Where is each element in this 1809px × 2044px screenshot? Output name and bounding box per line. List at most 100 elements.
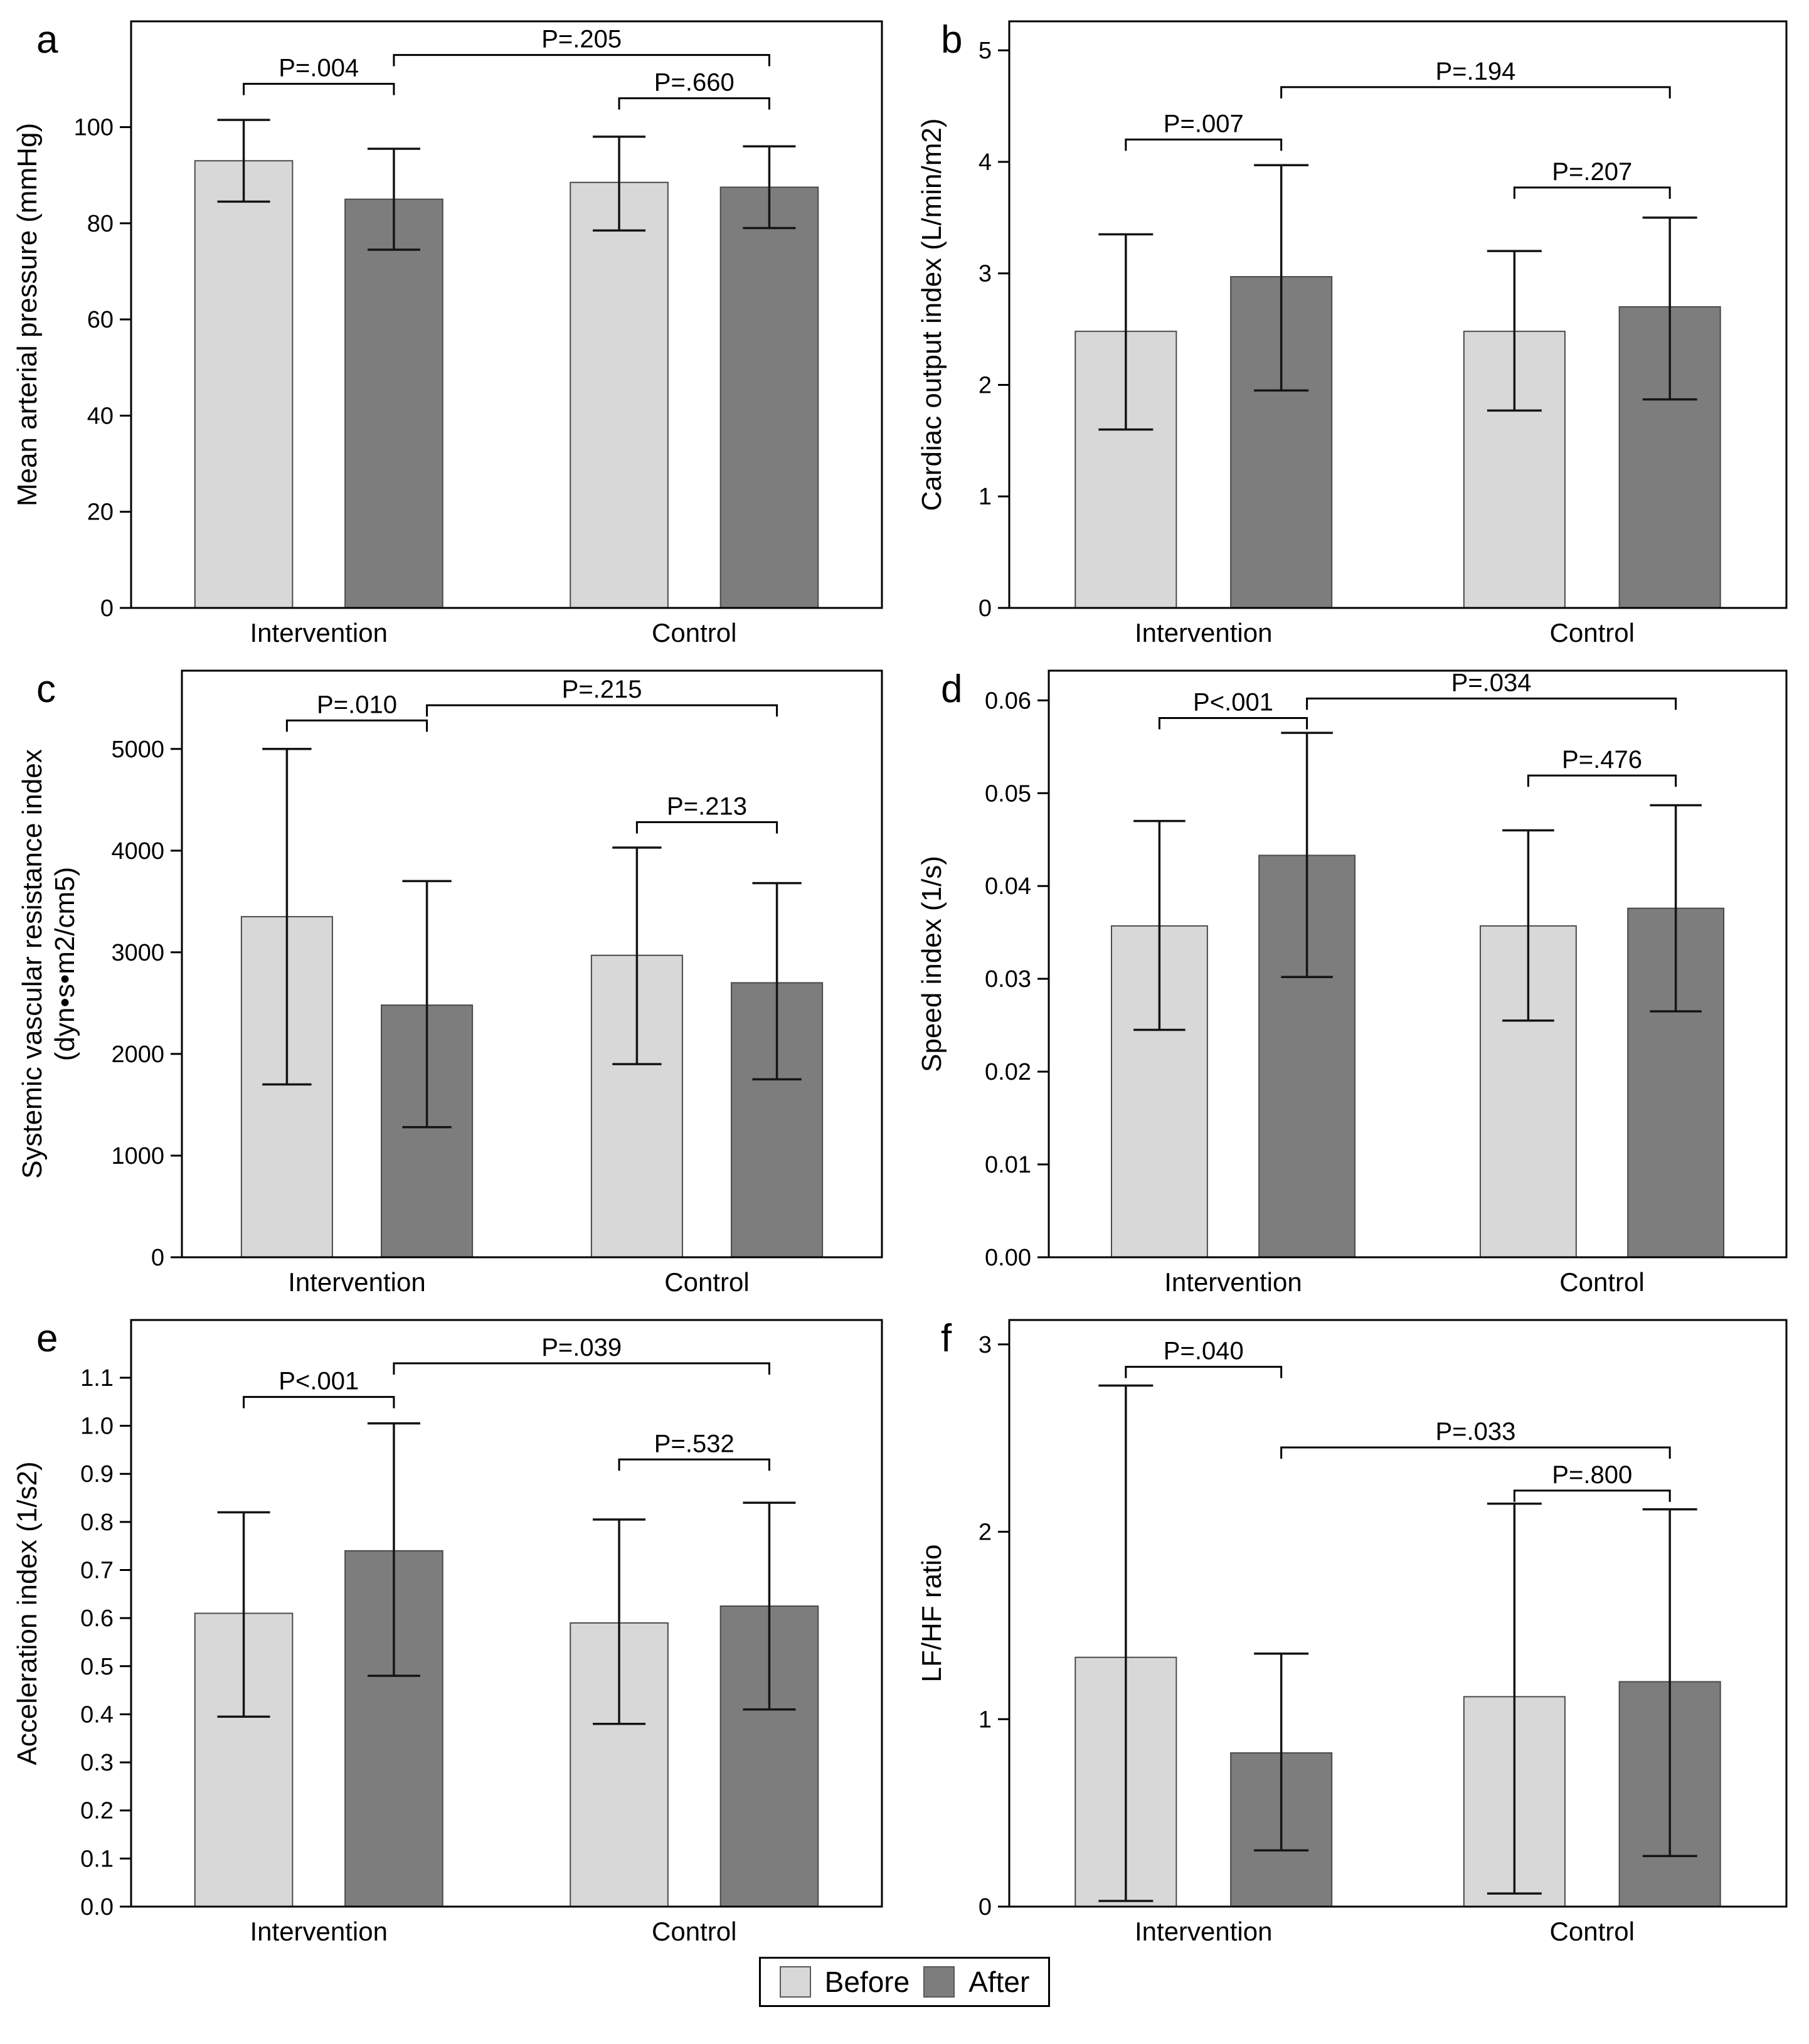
- x-category-label: Intervention: [250, 1917, 388, 1946]
- y-tick-label: 0.1: [80, 1846, 114, 1872]
- y-tick-label: 2: [979, 372, 992, 398]
- x-category-label: Control: [664, 1267, 749, 1297]
- pvalue-bracket: [285, 719, 428, 732]
- y-tick-label: 0.0: [80, 1894, 114, 1920]
- y-tick-label: 0.01: [985, 1152, 1031, 1178]
- y-tick-label: 5: [979, 38, 992, 64]
- pvalue-label: P=.004: [279, 55, 359, 82]
- y-axis-label: Acceleration index (1/s2): [12, 1461, 43, 1765]
- pvalue-label: P<.001: [1193, 688, 1273, 716]
- panel-letter: e: [36, 1317, 58, 1360]
- pvalue-bracket: [1280, 86, 1671, 98]
- pvalue-bracket: [1306, 697, 1677, 710]
- legend-wrap: Before After: [0, 1957, 1809, 2018]
- y-tick-label: 60: [87, 307, 114, 333]
- panel-d: d Speed index (1/s) 0.00 0.01 0.02 0.03 0.04 0.…: [916, 668, 1788, 1297]
- x-category-label: Intervention: [250, 618, 388, 647]
- legend-label-before: Before: [824, 1966, 910, 1998]
- y-tick-label: 2000: [111, 1041, 164, 1068]
- y-tick-label: 20: [87, 499, 114, 526]
- legend: Before After: [758, 1957, 1051, 2007]
- y-tick-label: 40: [87, 403, 114, 429]
- panel-a: a Mean arterial pressure (mmHg) 0 20 40 60 80 1…: [12, 18, 883, 647]
- y-tick-label: 1000: [111, 1143, 164, 1169]
- y-tick-label: 0: [979, 1894, 992, 1920]
- y-tick-label: 2: [979, 1520, 992, 1546]
- plot-frame: [1008, 20, 1788, 609]
- pvalue-label: P<.001: [279, 1368, 359, 1395]
- bar-control-before: [570, 181, 669, 609]
- pvalue-label: P=.207: [1552, 158, 1632, 186]
- pvalue-bracket: [426, 704, 778, 717]
- pvalue-bracket: [1158, 716, 1308, 730]
- pvalue-bracket: [635, 821, 778, 834]
- pvalue-bracket: [618, 1458, 770, 1471]
- plot-frame: [181, 669, 883, 1259]
- y-axis-label: Speed index (1/s): [916, 856, 947, 1072]
- legend-swatch-after: [923, 1966, 955, 1998]
- pvalue-bracket: [243, 1396, 395, 1408]
- x-category-label: Intervention: [1135, 1917, 1272, 1946]
- panel-e: e Acceleration index (1/s2) 0.0 0.1 0.2 0.3 0.…: [12, 1317, 883, 1946]
- bar-intervention-before: [194, 160, 294, 609]
- x-category-label: Control: [652, 618, 736, 647]
- pvalue-bracket: [393, 1362, 770, 1375]
- pvalue-bracket: [1513, 1489, 1671, 1502]
- y-axis-label: LF/HF ratio: [916, 1544, 947, 1682]
- pvalue-label: P=.033: [1435, 1418, 1515, 1445]
- pvalue-bracket: [1280, 1446, 1671, 1459]
- y-axis-label: Cardiac output index (L/min/m2): [916, 118, 947, 511]
- pvalue-label: P=.010: [317, 691, 397, 718]
- pvalue-label: P=.213: [667, 792, 747, 820]
- y-tick-label: 0.5: [80, 1654, 114, 1680]
- y-axis-label: Mean arterial pressure (mmHg): [12, 123, 43, 506]
- pvalue-label: P=.034: [1451, 669, 1532, 696]
- y-tick-label: 100: [74, 115, 114, 141]
- pvalue-label: P=.476: [1562, 746, 1642, 774]
- y-tick-label: 3000: [111, 940, 164, 966]
- y-tick-label: 0: [979, 595, 992, 622]
- pvalue-label: P=.039: [541, 1334, 622, 1361]
- y-tick-label: 0.3: [80, 1750, 114, 1776]
- pvalue-label: P=.194: [1435, 58, 1515, 85]
- x-category-label: Intervention: [1135, 618, 1272, 647]
- pvalue-label: P=.040: [1164, 1338, 1244, 1365]
- plot-frame: [130, 20, 883, 609]
- x-category-label: Control: [1550, 618, 1635, 647]
- y-tick-label: 0.02: [985, 1059, 1031, 1085]
- x-category-label: Control: [652, 1917, 736, 1946]
- panel-letter: d: [941, 668, 962, 711]
- x-category-label: Intervention: [1164, 1267, 1302, 1297]
- pvalue-bracket: [1513, 186, 1671, 199]
- plot-frame: [1008, 1319, 1788, 1908]
- y-tick-label: 0.04: [985, 873, 1031, 900]
- panel-c: c Systemic vascular resistance index (dyn•…: [17, 668, 883, 1297]
- pvalue-label: P=.800: [1552, 1461, 1632, 1489]
- y-tick-label: 0.6: [80, 1605, 114, 1632]
- y-tick-label: 0.9: [80, 1461, 114, 1488]
- y-tick-label: 4: [979, 149, 992, 176]
- y-tick-label: 0.05: [985, 780, 1031, 807]
- pvalue-label: P=.007: [1164, 110, 1244, 137]
- pvalue-bracket: [618, 97, 770, 110]
- y-tick-label: 3: [979, 261, 992, 287]
- y-tick-label: 5000: [111, 737, 164, 763]
- bar-control-after: [719, 186, 819, 609]
- pvalue-bracket: [1125, 1366, 1283, 1378]
- y-tick-label: 0.7: [80, 1558, 114, 1584]
- y-tick-label: 1.0: [80, 1413, 114, 1440]
- bar-intervention-after: [344, 198, 443, 609]
- plot-frame: [1048, 669, 1788, 1259]
- pvalue-bracket: [1125, 138, 1283, 151]
- panel-b: b Cardiac output index (L/min/m2) 0 1 2 3 4 5 P=…: [916, 18, 1788, 647]
- y-tick-label: 0.4: [80, 1701, 114, 1728]
- pvalue-bracket: [1527, 774, 1677, 787]
- panel-letter: c: [36, 668, 56, 711]
- y-axis-label-unit: (dyn•s•m2/cm5): [50, 867, 80, 1062]
- legend-swatch-before: [779, 1966, 811, 1998]
- panel-letter: f: [941, 1317, 952, 1360]
- x-category-label: Intervention: [288, 1267, 425, 1297]
- x-category-label: Control: [1550, 1917, 1635, 1946]
- y-tick-label: 0.2: [80, 1798, 114, 1824]
